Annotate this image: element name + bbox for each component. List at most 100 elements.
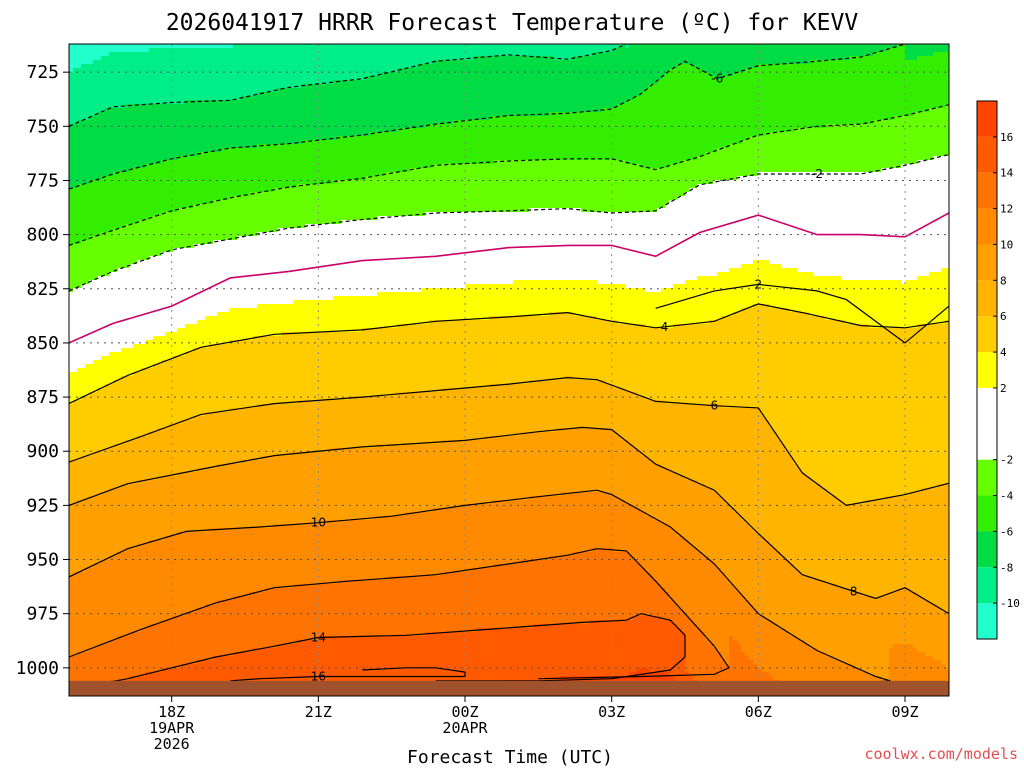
fill-cell <box>105 72 110 77</box>
fill-cell <box>101 148 106 153</box>
fill-cell <box>97 668 102 673</box>
fill-cell <box>137 664 142 669</box>
fill-cell <box>89 508 94 513</box>
fill-cell <box>105 332 110 337</box>
fill-cell <box>137 336 142 341</box>
fill-cell <box>73 480 78 485</box>
fill-cell <box>73 568 78 573</box>
fill-cell <box>105 68 110 73</box>
fill-cell <box>93 128 98 133</box>
fill-cell <box>141 348 146 353</box>
fill-cell <box>77 572 82 577</box>
fill-cell <box>165 88 170 93</box>
fill-cell <box>105 320 110 325</box>
fill-cell <box>105 500 110 505</box>
fill-cell <box>109 228 114 233</box>
fill-cell <box>161 80 166 85</box>
fill-cell <box>169 156 174 161</box>
fill-cell <box>125 596 130 601</box>
fill-cell <box>69 364 74 369</box>
fill-cell <box>161 248 166 253</box>
fill-cell <box>117 188 122 193</box>
fill-cell <box>69 664 74 669</box>
fill-cell <box>93 204 98 209</box>
fill-cell <box>149 628 154 633</box>
fill-cell <box>113 232 118 237</box>
fill-cell <box>149 516 154 521</box>
fill-cell <box>145 608 150 613</box>
fill-cell <box>69 536 74 541</box>
fill-cell <box>189 324 194 329</box>
fill-cell <box>109 552 114 557</box>
fill-cell <box>189 208 194 213</box>
fill-cell <box>185 540 190 545</box>
fill-cell <box>169 576 174 581</box>
fill-cell <box>141 112 146 117</box>
fill-cell <box>177 548 182 553</box>
fill-cell <box>101 496 106 501</box>
fill-cell <box>157 540 162 545</box>
fill-cell <box>109 264 114 269</box>
fill-cell <box>133 64 138 69</box>
fill-cell <box>113 220 118 225</box>
fill-cell <box>93 344 98 349</box>
fill-cell <box>81 312 86 317</box>
fill-cell <box>113 516 118 521</box>
fill-cell <box>185 544 190 549</box>
fill-cell <box>177 568 182 573</box>
fill-cell <box>165 296 170 301</box>
fill-cell <box>117 256 122 261</box>
fill-cell <box>125 364 130 369</box>
fill-cell <box>153 372 158 377</box>
fill-cell <box>173 420 178 425</box>
fill-cell <box>137 468 142 473</box>
fill-cell <box>165 264 170 269</box>
fill-cell <box>81 456 86 461</box>
fill-cell <box>101 620 106 625</box>
fill-cell <box>85 636 90 641</box>
fill-cell <box>181 348 186 353</box>
fill-cell <box>173 596 178 601</box>
fill-cell <box>117 608 122 613</box>
fill-cell <box>101 500 106 505</box>
fill-cell <box>153 152 158 157</box>
fill-cell <box>73 176 78 181</box>
fill-cell <box>101 640 106 645</box>
fill-cell <box>109 444 114 449</box>
fill-cell <box>185 232 190 237</box>
fill-cell <box>77 592 82 597</box>
fill-cell <box>169 276 174 281</box>
fill-cell <box>121 460 126 465</box>
fill-cell <box>153 644 158 649</box>
fill-cell <box>109 224 114 229</box>
fill-cell <box>109 44 114 49</box>
fill-cell <box>121 604 126 609</box>
fill-cell <box>133 632 138 637</box>
fill-cell <box>73 140 78 145</box>
fill-cell <box>177 516 182 521</box>
fill-cell <box>93 324 98 329</box>
fill-cell <box>141 588 146 593</box>
fill-cell <box>133 576 138 581</box>
fill-cell <box>181 564 186 569</box>
fill-cell <box>113 60 118 65</box>
fill-cell <box>177 56 182 61</box>
fill-cell <box>89 100 94 105</box>
fill-cell <box>173 284 178 289</box>
fill-cell <box>157 136 162 141</box>
fill-cell <box>97 348 102 353</box>
fill-cell <box>73 192 78 197</box>
fill-cell <box>101 116 106 121</box>
fill-cell <box>69 424 74 429</box>
fill-cell <box>73 104 78 109</box>
fill-cell <box>149 432 154 437</box>
fill-cell <box>81 320 86 325</box>
fill-cell <box>69 328 74 333</box>
fill-cell <box>133 76 138 81</box>
fill-cell <box>121 180 126 185</box>
fill-cell <box>109 312 114 317</box>
fill-cell <box>73 544 78 549</box>
fill-cell <box>69 152 74 157</box>
fill-cell <box>85 172 90 177</box>
fill-cell <box>141 264 146 269</box>
